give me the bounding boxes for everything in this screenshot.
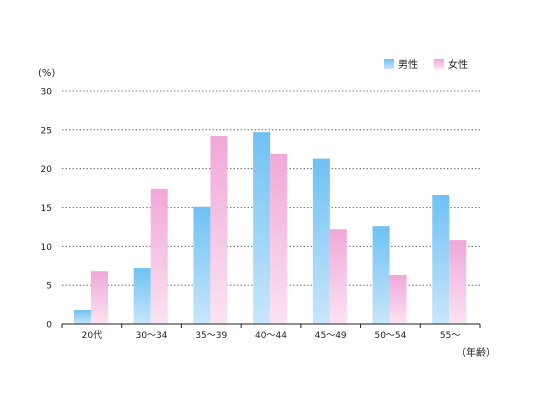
bar-male [133,268,151,324]
y-tick-label: 5 [46,282,52,292]
x-tick-label: 20代 [82,330,102,341]
bar-male [74,310,91,324]
y-tick-labels: 0 5 10 15 20 25 30 [41,88,53,331]
bar-female [389,275,407,324]
y-unit-label: (%) [38,68,55,79]
x-tick-label: 30～34 [136,331,168,341]
x-tick-labels: 20代 30～34 35～39 40～44 45～49 50～54 55～ [82,330,461,341]
bar-male [312,158,330,324]
bar-female [210,136,228,324]
y-tick-label: 10 [41,243,53,253]
legend-swatch-male [384,59,394,69]
bar-male [253,132,271,324]
bar-male [372,226,390,324]
bar-male [193,206,211,324]
bar-female [329,229,347,324]
x-tick-label: 45～49 [315,331,347,341]
bar-female [150,188,168,324]
bar-female [449,240,467,324]
y-tick-label: 25 [41,126,52,136]
y-tick-label: 0 [46,321,52,331]
x-tick-label: 55～ [440,331,460,341]
x-unit-label: （年齢） [456,346,496,359]
bar-male [432,195,450,324]
legend-label-male: 男性 [398,58,418,71]
legend-swatch-female [434,59,444,69]
y-tick-label: 15 [41,204,52,214]
x-tick-label: 40～44 [255,331,287,341]
bars [74,132,467,324]
y-tick-label: 30 [41,88,53,98]
x-tick-label: 50～54 [374,331,406,341]
legend-label-female: 女性 [448,58,468,71]
axes [61,323,481,328]
y-tick-label: 20 [41,165,53,175]
bar-female [91,271,108,324]
bar-female [270,153,288,324]
legend: 男性 女性 [384,58,468,71]
x-tick-label: 35～39 [195,331,227,341]
